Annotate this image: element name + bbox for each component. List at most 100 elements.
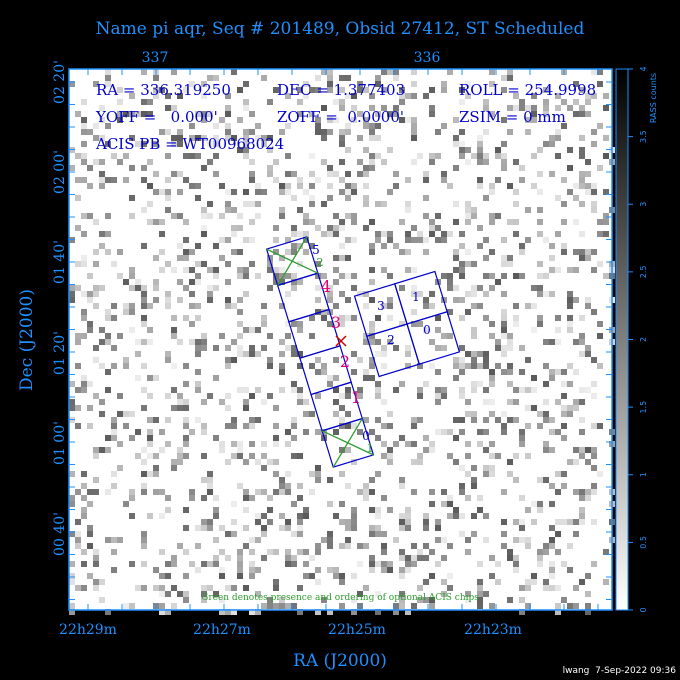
sky-pixel <box>99 105 105 111</box>
sky-pixel <box>549 417 555 423</box>
sky-pixel <box>201 399 207 405</box>
dec-tick-02-00: 02 00' <box>52 150 68 194</box>
sky-pixel <box>105 141 111 147</box>
sky-pixel <box>225 105 231 111</box>
sky-pixel <box>363 333 369 339</box>
sky-pixel <box>207 75 213 81</box>
sky-pixel <box>429 441 435 447</box>
sky-pixel <box>75 543 81 549</box>
sky-pixel <box>189 561 195 567</box>
sky-pixel <box>297 327 303 333</box>
sky-pixel <box>339 273 345 279</box>
sky-pixel <box>195 381 201 387</box>
sky-pixel <box>441 537 447 543</box>
sky-pixel <box>573 183 579 189</box>
sky-pixel <box>363 483 369 489</box>
sky-pixel <box>165 573 171 579</box>
sky-pixel <box>537 561 543 567</box>
sky-pixel <box>567 291 573 297</box>
sky-pixel <box>333 573 339 579</box>
sky-pixel <box>489 213 495 219</box>
sky-pixel <box>81 99 87 105</box>
sky-pixel <box>117 117 123 123</box>
sky-pixel <box>441 333 447 339</box>
sky-pixel <box>87 321 93 327</box>
sky-pixel <box>579 489 585 495</box>
sky-pixel <box>267 267 273 273</box>
sky-pixel <box>543 237 549 243</box>
sky-pixel <box>195 525 201 531</box>
sky-pixel <box>369 123 375 129</box>
sky-pixel <box>579 183 585 189</box>
sky-pixel <box>459 87 465 93</box>
sky-pixel <box>549 537 555 543</box>
sky-pixel <box>285 549 291 555</box>
sky-pixel <box>465 81 471 87</box>
sky-pixel <box>453 219 459 225</box>
sky-pixel <box>99 327 105 333</box>
sky-pixel <box>393 537 399 543</box>
sky-pixel <box>237 87 243 93</box>
sky-pixel <box>531 93 537 99</box>
sky-pixel <box>339 405 345 411</box>
sky-pixel <box>531 111 537 117</box>
sky-pixel <box>435 519 441 525</box>
sky-pixel <box>243 459 249 465</box>
sky-pixel <box>393 105 399 111</box>
sky-pixel <box>261 531 267 537</box>
sky-pixel <box>567 603 573 609</box>
sky-pixel <box>81 141 87 147</box>
sky-pixel <box>291 381 297 387</box>
sky-pixel <box>417 153 423 159</box>
sky-pixel <box>297 231 303 237</box>
sky-pixel <box>363 543 369 549</box>
sky-pixel <box>531 375 537 381</box>
sky-pixel <box>207 525 213 531</box>
sky-pixel <box>267 393 273 399</box>
sky-pixel <box>375 507 381 513</box>
sky-pixel <box>363 195 369 201</box>
sky-pixel <box>291 423 297 429</box>
sky-pixel <box>567 321 573 327</box>
sky-pixel <box>153 417 159 423</box>
sky-pixel <box>357 543 363 549</box>
sky-pixel <box>303 429 309 435</box>
sky-pixel <box>81 495 87 501</box>
sky-pixel <box>225 423 231 429</box>
sky-pixel <box>117 333 123 339</box>
sky-pixel <box>459 315 465 321</box>
sky-pixel <box>465 591 471 597</box>
sky-pixel <box>87 165 93 171</box>
sky-pixel <box>165 441 171 447</box>
sky-pixel <box>177 399 183 405</box>
sky-pixel <box>561 369 567 375</box>
sky-pixel <box>423 597 429 603</box>
sky-pixel <box>603 153 609 159</box>
sky-pixel <box>315 273 321 279</box>
sky-pixel <box>597 261 603 267</box>
sky-pixel <box>237 351 243 357</box>
sky-pixel <box>129 93 135 99</box>
sky-pixel <box>531 183 537 189</box>
sky-pixel <box>225 393 231 399</box>
sky-pixel <box>477 243 483 249</box>
sky-pixel <box>171 267 177 273</box>
sky-pixel <box>405 207 411 213</box>
sky-pixel <box>585 111 591 117</box>
sky-pixel <box>303 237 309 243</box>
sky-pixel <box>429 153 435 159</box>
sky-pixel <box>225 555 231 561</box>
sky-pixel <box>507 471 513 477</box>
sky-pixel <box>591 93 597 99</box>
sky-pixel <box>69 501 75 507</box>
acis-s-label-1: 1 <box>351 388 361 407</box>
sky-pixel <box>411 123 417 129</box>
sky-pixel <box>69 291 75 297</box>
sky-pixel <box>543 441 549 447</box>
sky-pixel <box>537 273 543 279</box>
sky-pixel <box>243 105 249 111</box>
sky-pixel <box>183 237 189 243</box>
sky-pixel <box>225 531 231 537</box>
sky-pixel <box>405 609 411 615</box>
sky-pixel <box>333 99 339 105</box>
